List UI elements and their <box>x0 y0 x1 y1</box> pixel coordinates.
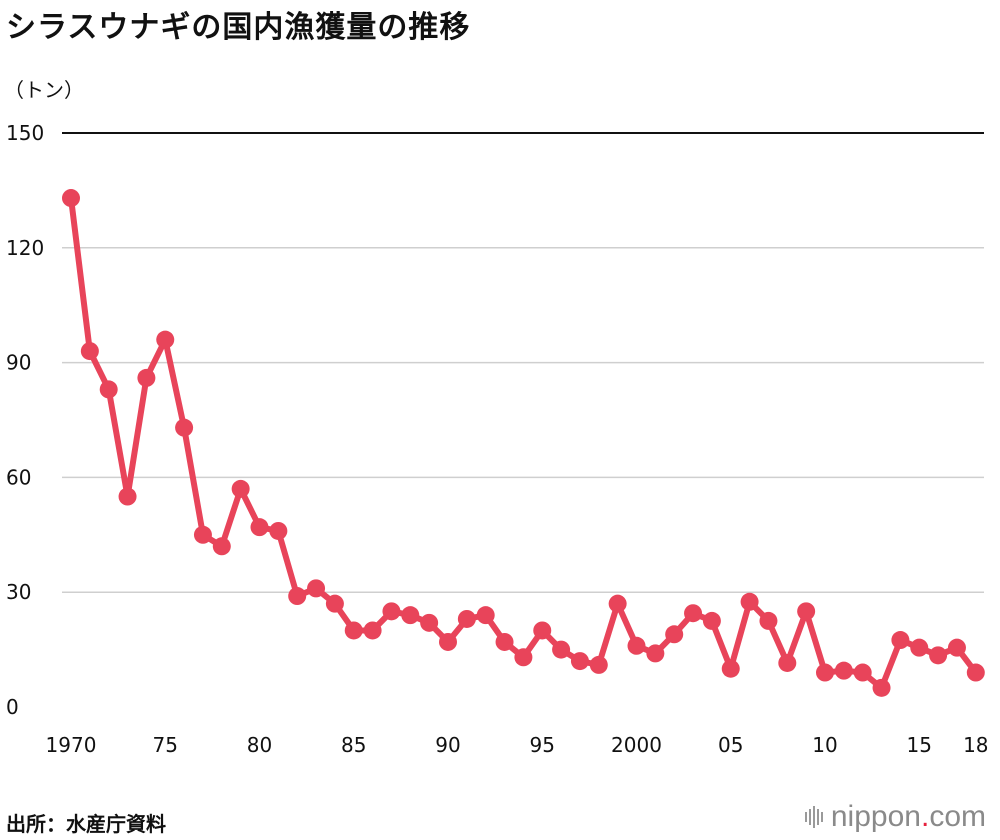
data-point <box>665 625 684 644</box>
data-point <box>250 518 269 537</box>
data-point <box>947 638 966 657</box>
data-point <box>740 592 759 611</box>
data-point <box>872 678 891 697</box>
y-tick-label: 60 <box>6 465 31 489</box>
data-point <box>608 594 627 613</box>
data-point <box>891 631 910 650</box>
y-tick-labels: 0 30 60 90 120 150 <box>6 121 44 719</box>
data-point <box>646 644 665 663</box>
data-point <box>816 663 834 682</box>
data-point <box>420 613 439 632</box>
x-tick-label: 2000 <box>611 733 662 757</box>
data-point <box>137 368 156 387</box>
x-tick-label: 80 <box>247 733 272 757</box>
data-point <box>62 189 80 208</box>
data-point <box>344 621 363 640</box>
data-point <box>552 640 571 659</box>
source-note: 出所：水産庁資料 <box>6 812 166 836</box>
data-point <box>589 655 608 674</box>
data-point <box>684 604 703 623</box>
x-tick-label: 85 <box>341 733 366 757</box>
data-point <box>514 648 533 667</box>
data-point <box>118 487 137 506</box>
data-point <box>439 632 457 651</box>
data-point <box>288 587 307 606</box>
logo-name: nippon <box>830 800 921 833</box>
data-point <box>401 606 420 625</box>
nippon-logo: nippon. com <box>804 800 986 834</box>
data-point <box>269 521 288 540</box>
data-point <box>156 330 175 349</box>
data-point <box>570 652 589 671</box>
logo-dot: . <box>920 800 930 833</box>
y-tick-label: 120 <box>6 236 44 260</box>
x-tick-labels: 1970 75 80 85 90 95 2000 05 10 15 18 <box>46 733 989 757</box>
catch-series <box>62 189 985 697</box>
grid-lines <box>62 132 984 593</box>
y-tick-label: 30 <box>6 580 31 604</box>
data-point <box>175 418 194 437</box>
data-point <box>834 661 853 680</box>
series-line <box>68 195 979 691</box>
data-point <box>382 602 401 621</box>
data-point <box>363 621 382 640</box>
x-tick-label: 10 <box>812 733 837 757</box>
line-chart: 0 30 60 90 120 150 1970 75 80 85 90 95 2000 05 10 15 18 <box>6 121 989 757</box>
data-point <box>231 479 250 498</box>
y-tick-label: 0 <box>6 695 19 719</box>
data-point <box>966 663 985 682</box>
data-point <box>80 342 99 361</box>
x-tick-label: 05 <box>718 733 743 757</box>
data-point <box>495 632 514 651</box>
logo-tld: com <box>929 800 986 833</box>
x-tick-label: 95 <box>530 733 555 757</box>
x-tick-label: 15 <box>907 733 932 757</box>
data-point <box>929 646 948 665</box>
y-tick-label: 150 <box>6 121 44 145</box>
data-point <box>759 611 778 630</box>
x-tick-label: 75 <box>153 733 178 757</box>
x-tick-label: 1970 <box>46 733 97 757</box>
data-point <box>325 594 344 613</box>
data-point <box>853 663 872 682</box>
data-point <box>721 659 740 678</box>
chart-title: シラスウナギの国内漁獲量の推移 <box>6 10 471 45</box>
data-point <box>627 636 646 655</box>
y-tick-label: 90 <box>6 351 31 375</box>
data-point <box>212 537 231 556</box>
data-point <box>910 638 929 657</box>
y-axis-unit-label: （トン） <box>4 78 84 102</box>
data-point <box>702 611 721 630</box>
data-point <box>797 602 816 621</box>
x-tick-label: 90 <box>435 733 460 757</box>
data-point <box>476 606 495 625</box>
data-point <box>778 653 797 672</box>
data-point <box>99 380 118 399</box>
x-tick-label: 18 <box>963 733 988 757</box>
data-point <box>533 621 552 640</box>
data-point <box>307 579 326 598</box>
data-point <box>457 609 476 628</box>
logo-bars-icon <box>804 806 823 828</box>
data-point <box>193 525 212 544</box>
